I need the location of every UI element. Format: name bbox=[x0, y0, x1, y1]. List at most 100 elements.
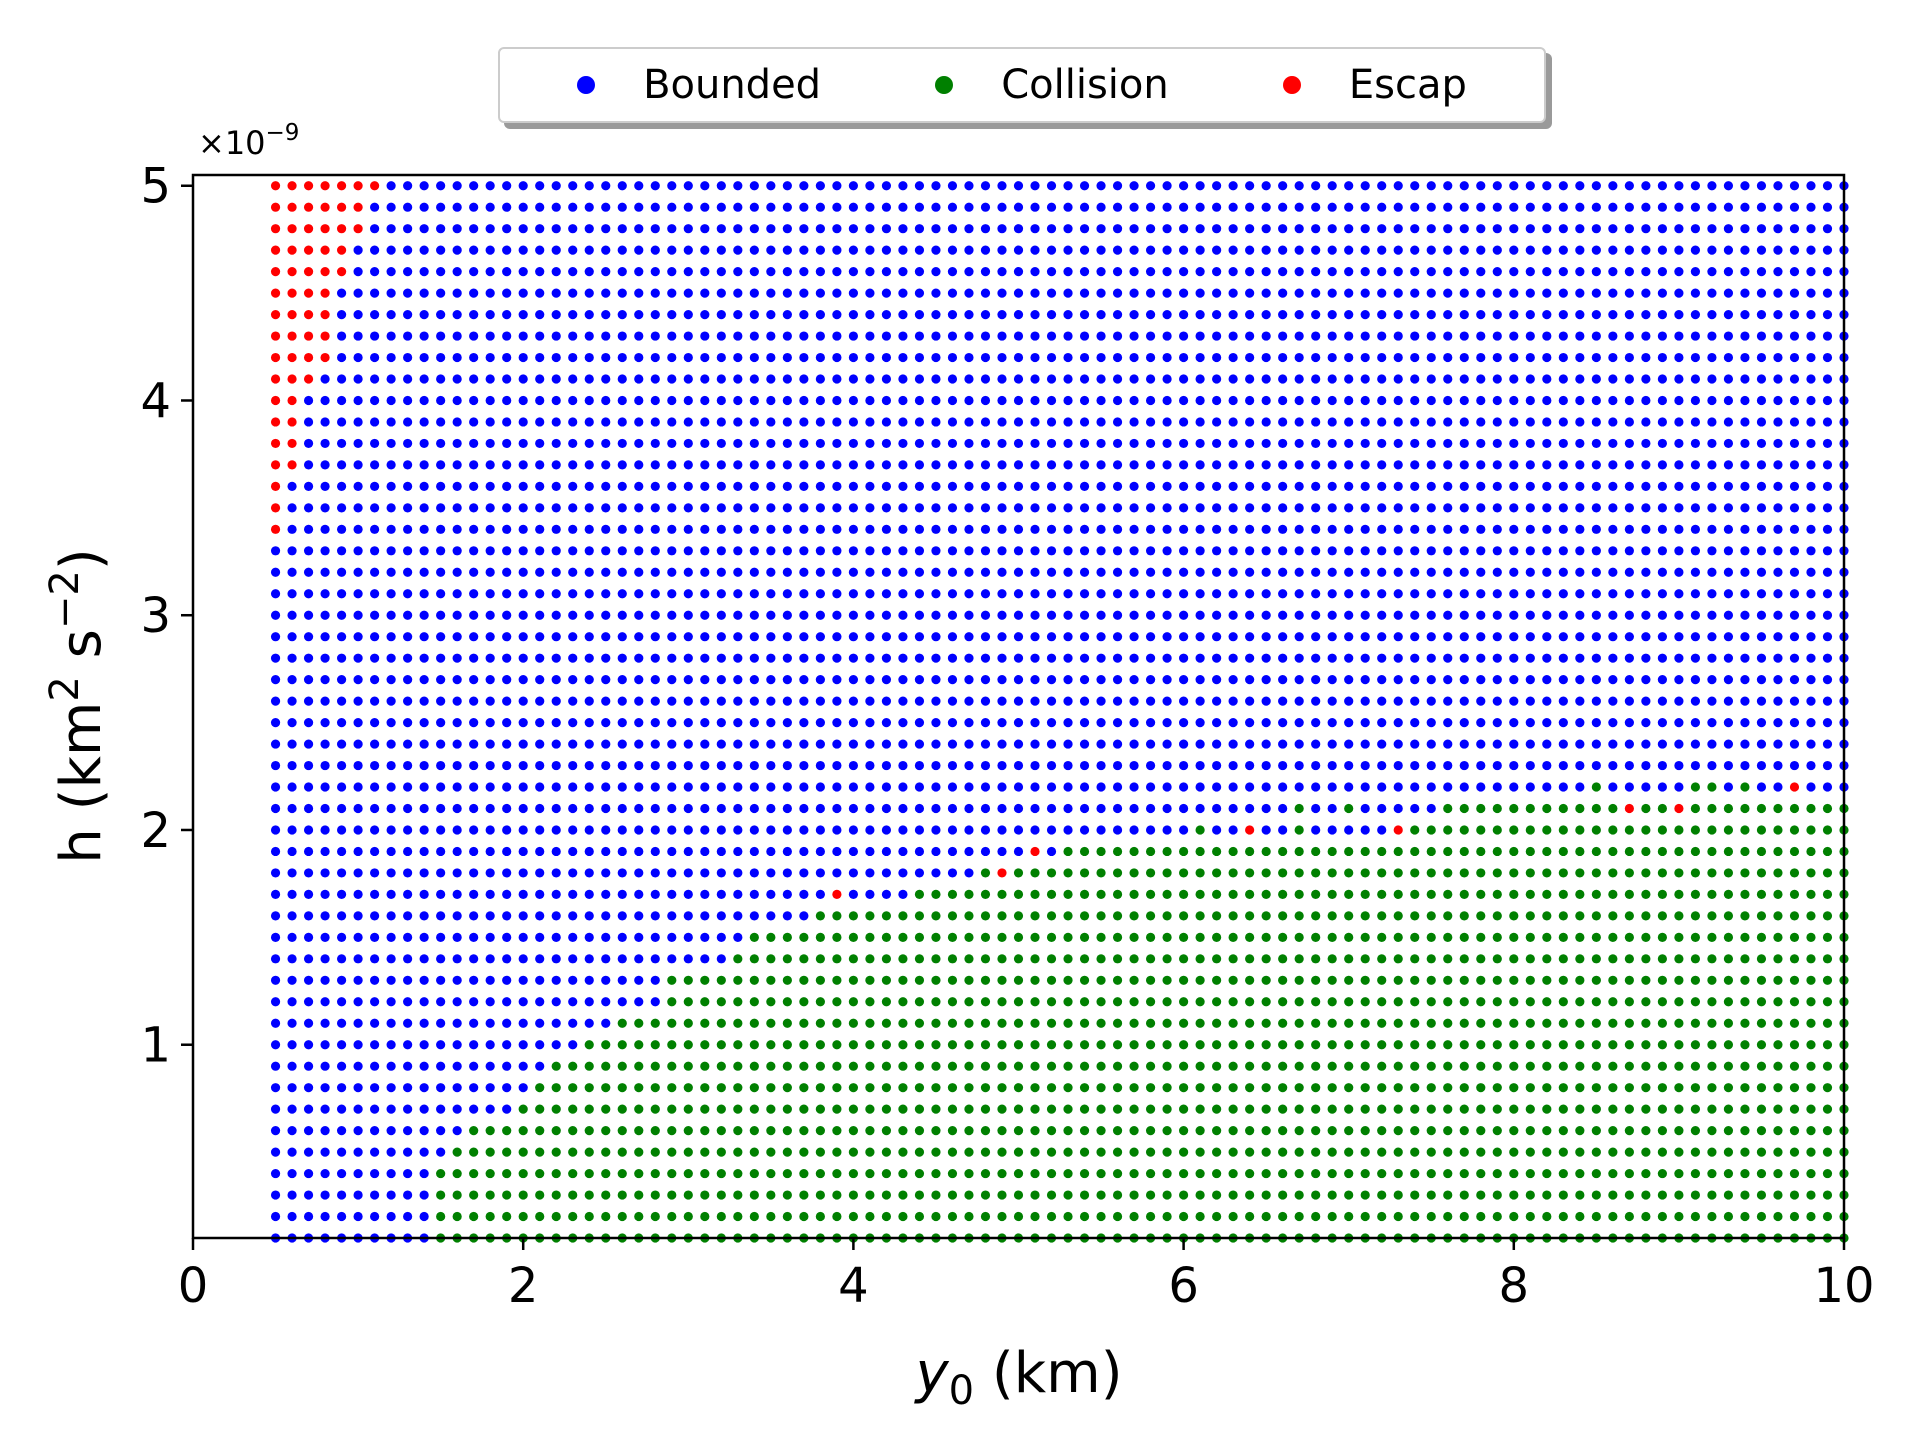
data-point-bounded bbox=[914, 267, 925, 277]
data-point-bounded bbox=[436, 825, 446, 835]
data-point-collision bbox=[1756, 1147, 1767, 1157]
data-point-bounded bbox=[502, 1104, 512, 1114]
data-point-collision bbox=[1393, 1168, 1403, 1179]
data-point-collision bbox=[1707, 997, 1717, 1007]
data-point-bounded bbox=[551, 224, 561, 234]
data-point-bounded bbox=[1723, 589, 1734, 599]
data-point-bounded bbox=[1426, 567, 1436, 577]
data-point-collision bbox=[1063, 1147, 1073, 1157]
data-point-bounded bbox=[1657, 696, 1667, 706]
data-point-collision bbox=[1162, 846, 1172, 857]
data-point-bounded bbox=[1212, 632, 1222, 642]
data-point-bounded bbox=[1179, 524, 1189, 534]
data-point-bounded bbox=[336, 1061, 347, 1071]
data-point-bounded bbox=[667, 288, 677, 298]
data-point-collision bbox=[584, 1168, 594, 1179]
data-point-collision bbox=[1096, 975, 1106, 985]
data-point-bounded bbox=[1690, 610, 1701, 620]
data-point-bounded bbox=[815, 868, 825, 878]
data-point-bounded bbox=[403, 825, 413, 835]
data-point-bounded bbox=[287, 503, 297, 513]
plot-frame bbox=[191, 173, 1846, 1240]
data-point-collision bbox=[1509, 1190, 1519, 1200]
data-point-bounded bbox=[1096, 567, 1106, 577]
data-point-bounded bbox=[287, 911, 297, 921]
data-point-bounded bbox=[1360, 438, 1370, 449]
data-point-collision bbox=[1657, 803, 1667, 814]
data-point-collision bbox=[1459, 997, 1469, 1007]
data-point-bounded bbox=[898, 503, 908, 513]
data-point-bounded bbox=[1195, 374, 1205, 384]
data-point-bounded bbox=[436, 1126, 446, 1136]
data-point-bounded bbox=[1591, 374, 1601, 384]
data-point-bounded bbox=[1046, 760, 1057, 771]
data-point-collision bbox=[947, 1040, 958, 1050]
data-point-bounded bbox=[584, 417, 594, 427]
data-point-bounded bbox=[914, 417, 925, 427]
data-point-bounded bbox=[551, 782, 561, 792]
data-point-bounded bbox=[370, 911, 380, 921]
data-point-bounded bbox=[419, 760, 429, 771]
data-point-collision bbox=[898, 954, 908, 964]
data-point-bounded bbox=[1806, 739, 1816, 749]
data-point-bounded bbox=[419, 1190, 429, 1200]
data-point-bounded bbox=[1426, 481, 1436, 491]
data-point-bounded bbox=[898, 760, 908, 771]
data-point-escap bbox=[1789, 782, 1800, 792]
data-point-collision bbox=[898, 997, 908, 1007]
data-point-bounded bbox=[1013, 739, 1024, 749]
data-point-bounded bbox=[1145, 460, 1156, 470]
data-point-bounded bbox=[1641, 374, 1651, 384]
data-point-bounded bbox=[1311, 181, 1321, 191]
data-point-bounded bbox=[502, 503, 512, 513]
data-point-bounded bbox=[336, 825, 347, 835]
data-point-bounded bbox=[1112, 181, 1123, 191]
data-point-bounded bbox=[403, 181, 413, 191]
data-point-bounded bbox=[700, 868, 710, 878]
data-point-bounded bbox=[370, 1168, 380, 1179]
data-point-collision bbox=[881, 1147, 892, 1157]
data-point-bounded bbox=[1624, 245, 1634, 255]
data-point-bounded bbox=[436, 267, 446, 277]
data-point-collision bbox=[1525, 1083, 1535, 1093]
data-point-bounded bbox=[1773, 481, 1783, 491]
data-point-bounded bbox=[1393, 245, 1403, 255]
data-point-collision bbox=[1311, 954, 1321, 964]
data-point-bounded bbox=[1740, 632, 1750, 642]
data-point-bounded bbox=[1162, 224, 1172, 234]
data-point-bounded bbox=[964, 181, 974, 191]
data-point-bounded bbox=[799, 309, 809, 320]
data-point-collision bbox=[1740, 954, 1750, 964]
data-point-bounded bbox=[1212, 481, 1222, 491]
data-point-bounded bbox=[601, 846, 611, 857]
legend-entry-escape: Escap bbox=[1282, 62, 1467, 108]
data-point-bounded bbox=[386, 1211, 396, 1222]
data-point-bounded bbox=[1509, 395, 1519, 406]
data-point-bounded bbox=[469, 288, 479, 298]
data-point-bounded bbox=[749, 481, 759, 491]
data-point-bounded bbox=[370, 975, 380, 985]
data-point-bounded bbox=[535, 610, 545, 620]
data-point-collision bbox=[1426, 825, 1436, 835]
data-point-bounded bbox=[353, 460, 363, 470]
data-point-collision bbox=[1179, 1018, 1189, 1028]
data-point-bounded bbox=[964, 546, 974, 556]
data-point-collision bbox=[1344, 1040, 1354, 1050]
data-point-bounded bbox=[1393, 417, 1403, 427]
data-point-bounded bbox=[1789, 610, 1800, 620]
data-point-bounded bbox=[1641, 782, 1651, 792]
data-point-bounded bbox=[1740, 202, 1750, 212]
data-point-bounded bbox=[1377, 760, 1387, 771]
data-point-bounded bbox=[353, 503, 363, 513]
data-point-bounded bbox=[1608, 245, 1618, 255]
data-point-bounded bbox=[650, 825, 660, 835]
data-point-bounded bbox=[766, 846, 776, 857]
data-point-collision bbox=[1723, 868, 1734, 878]
data-point-collision bbox=[1443, 1061, 1453, 1071]
data-point-bounded bbox=[716, 589, 726, 599]
data-point-bounded bbox=[881, 632, 892, 642]
data-point-escap bbox=[832, 889, 842, 900]
data-point-collision bbox=[1723, 911, 1734, 921]
data-point-collision bbox=[1327, 846, 1337, 857]
data-point-bounded bbox=[485, 395, 495, 406]
